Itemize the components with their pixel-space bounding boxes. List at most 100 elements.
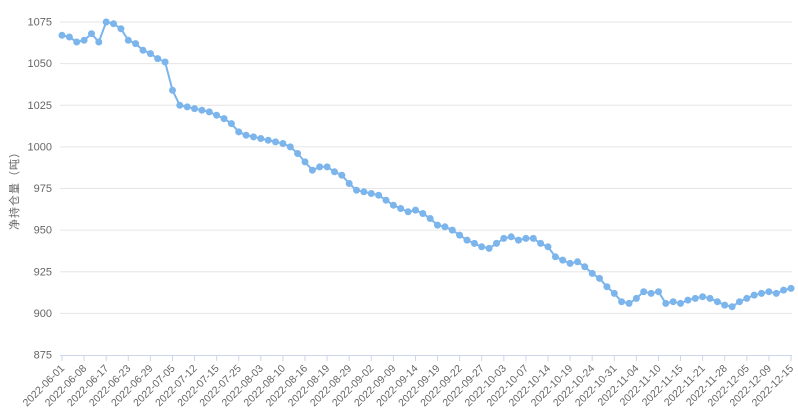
data-point[interactable]: [758, 289, 765, 297]
data-point[interactable]: [154, 55, 162, 63]
data-point[interactable]: [176, 101, 184, 109]
data-point[interactable]: [227, 120, 235, 128]
data-point[interactable]: [537, 239, 545, 247]
data-point[interactable]: [625, 299, 633, 307]
data-point[interactable]: [250, 133, 257, 141]
data-point[interactable]: [161, 58, 169, 66]
data-point[interactable]: [713, 298, 721, 306]
data-point[interactable]: [242, 131, 250, 139]
data-point[interactable]: [765, 288, 773, 296]
data-point[interactable]: [213, 111, 221, 119]
data-point[interactable]: [294, 150, 302, 157]
data-point[interactable]: [353, 186, 360, 194]
data-point[interactable]: [699, 293, 707, 301]
data-point[interactable]: [419, 210, 427, 217]
data-point[interactable]: [610, 289, 618, 297]
data-point[interactable]: [286, 143, 294, 151]
data-point[interactable]: [581, 263, 589, 271]
data-point[interactable]: [647, 289, 655, 297]
data-point[interactable]: [470, 239, 478, 247]
data-point[interactable]: [662, 299, 670, 307]
data-point[interactable]: [780, 286, 788, 294]
data-point[interactable]: [264, 136, 272, 144]
data-point[interactable]: [58, 31, 66, 39]
data-point[interactable]: [640, 288, 648, 296]
data-point[interactable]: [728, 303, 736, 311]
data-point[interactable]: [787, 284, 795, 292]
data-point[interactable]: [88, 30, 95, 38]
data-point[interactable]: [235, 128, 243, 136]
data-point[interactable]: [389, 201, 397, 209]
data-point[interactable]: [515, 236, 522, 244]
data-point[interactable]: [367, 190, 375, 197]
data-point[interactable]: [493, 239, 500, 247]
data-point[interactable]: [132, 40, 140, 48]
data-point[interactable]: [191, 105, 198, 113]
data-point[interactable]: [80, 36, 88, 44]
data-point[interactable]: [721, 301, 729, 309]
data-point[interactable]: [441, 223, 449, 231]
data-point[interactable]: [544, 243, 552, 251]
data-point[interactable]: [95, 38, 103, 46]
data-point[interactable]: [124, 36, 132, 44]
data-point[interactable]: [574, 258, 581, 266]
data-point[interactable]: [426, 215, 434, 222]
data-point[interactable]: [743, 294, 751, 302]
data-point[interactable]: [146, 50, 154, 58]
data-point[interactable]: [655, 288, 662, 296]
data-point[interactable]: [360, 188, 368, 196]
data-point[interactable]: [677, 299, 684, 307]
data-point[interactable]: [478, 243, 486, 251]
data-point[interactable]: [397, 205, 405, 212]
data-point[interactable]: [183, 103, 191, 111]
data-point[interactable]: [272, 138, 279, 146]
data-point[interactable]: [375, 191, 383, 199]
data-point[interactable]: [603, 283, 611, 291]
data-point[interactable]: [220, 115, 228, 123]
data-point[interactable]: [691, 294, 699, 302]
data-point[interactable]: [198, 106, 206, 114]
data-point[interactable]: [596, 274, 603, 282]
data-point[interactable]: [551, 253, 559, 261]
data-point[interactable]: [139, 46, 147, 54]
data-point[interactable]: [404, 208, 412, 216]
data-point[interactable]: [102, 18, 110, 26]
data-point[interactable]: [507, 233, 515, 241]
data-point[interactable]: [382, 196, 390, 204]
data-point[interactable]: [331, 168, 338, 176]
data-point[interactable]: [301, 158, 309, 166]
data-point[interactable]: [684, 296, 692, 304]
data-point[interactable]: [750, 291, 758, 299]
data-point[interactable]: [257, 135, 265, 142]
data-point[interactable]: [500, 234, 508, 242]
data-point[interactable]: [65, 33, 73, 41]
data-point[interactable]: [522, 234, 530, 242]
data-point[interactable]: [338, 171, 346, 179]
data-point[interactable]: [412, 206, 419, 214]
data-point[interactable]: [632, 294, 640, 302]
data-point[interactable]: [316, 163, 324, 171]
data-point[interactable]: [345, 180, 353, 187]
data-point[interactable]: [279, 140, 287, 147]
data-point[interactable]: [308, 166, 316, 174]
data-point[interactable]: [463, 236, 471, 244]
data-point[interactable]: [706, 294, 714, 302]
data-point[interactable]: [736, 298, 743, 306]
data-point[interactable]: [169, 86, 176, 94]
data-point[interactable]: [73, 38, 81, 46]
data-point[interactable]: [448, 226, 456, 234]
data-point[interactable]: [559, 256, 567, 264]
data-point[interactable]: [434, 221, 441, 229]
data-point[interactable]: [110, 20, 117, 28]
data-point[interactable]: [323, 163, 331, 171]
data-point[interactable]: [566, 259, 574, 267]
data-point[interactable]: [669, 298, 677, 306]
data-point[interactable]: [205, 108, 213, 116]
data-point[interactable]: [456, 231, 464, 239]
data-point[interactable]: [588, 269, 596, 277]
data-point[interactable]: [618, 298, 626, 306]
data-point[interactable]: [529, 234, 537, 242]
data-point[interactable]: [117, 25, 125, 33]
data-point[interactable]: [772, 289, 780, 297]
data-point[interactable]: [485, 244, 493, 252]
